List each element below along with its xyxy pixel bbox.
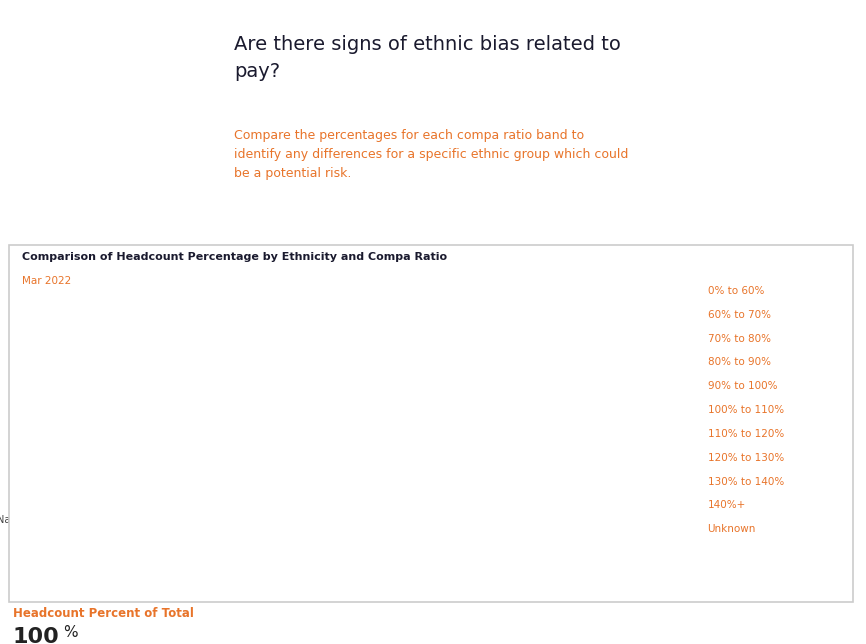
Bar [254,363,259,379]
Text: 100: 100 [13,627,60,644]
Bar [204,451,206,468]
Bar [481,303,618,319]
Bar [219,451,220,468]
Text: Headcount Percent of Total: Headcount Percent of Total [13,607,194,620]
Text: 4.01%: 4.01% [235,395,268,405]
Text: 110% to 120%: 110% to 120% [708,429,784,439]
Bar [223,392,226,408]
Bar [208,422,216,438]
Text: Comparison of Headcount Percentage by Ethnicity and Compa Ratio: Comparison of Headcount Percentage by Et… [22,252,447,263]
Bar [207,363,210,379]
Bar [214,451,219,468]
Text: 80% to 90%: 80% to 90% [708,357,771,368]
Bar [206,481,208,497]
Text: Unknown: Unknown [708,524,756,535]
Text: 60% to 70%: 60% to 70% [708,310,771,320]
Text: 140%+: 140%+ [708,500,746,511]
Text: 3.54%: 3.54% [231,425,265,435]
Bar [206,392,210,408]
Bar [204,363,207,379]
Bar [244,363,248,379]
Bar [308,303,414,319]
Bar [217,303,229,319]
Bar [222,422,223,438]
Text: 7.75%: 7.75% [262,366,294,375]
Text: 0.12%: 0.12% [207,544,240,554]
Text: 0.78%: 0.78% [212,484,245,494]
Bar [238,363,244,379]
Bar [204,303,206,319]
Text: 130% to 140%: 130% to 140% [708,477,784,487]
Text: Are there signs of ethnic bias related to
pay?: Are there signs of ethnic bias related t… [234,35,621,81]
Bar [222,451,225,468]
Bar [227,363,238,379]
Bar [221,422,222,438]
Bar [208,332,209,349]
Bar [206,303,217,319]
Bar [210,363,227,379]
Text: 0.58%: 0.58% [210,514,243,524]
Bar [229,303,236,319]
Bar [205,511,206,527]
Text: 90% to 100%: 90% to 100% [708,381,777,392]
Text: Compare the percentages for each compa ratio band to
identify any differences fo: Compare the percentages for each compa r… [234,129,628,180]
Bar [443,303,455,319]
Bar [236,303,308,319]
Bar [229,392,232,408]
Text: 0% to 60%: 0% to 60% [708,286,764,296]
Bar [414,303,443,319]
Bar [220,451,222,468]
Text: 120% to 130%: 120% to 130% [708,453,784,463]
Bar [210,332,360,349]
Text: %: % [63,625,78,639]
Bar [204,392,206,408]
Bar [210,392,217,408]
Bar [226,392,228,408]
Text: 70% to 80%: 70% to 80% [708,334,771,344]
Text: Mar 2022: Mar 2022 [22,276,71,286]
Bar [216,422,221,438]
Text: 22.0%: 22.0% [363,336,396,346]
Bar [206,332,208,349]
Bar [204,481,206,497]
Text: 3.04%: 3.04% [229,455,262,464]
Bar [455,303,481,319]
Bar [207,451,214,468]
Bar [248,363,254,379]
Bar [217,392,223,408]
Bar [223,422,228,438]
Text: 58.2%: 58.2% [621,306,655,316]
Bar [206,422,208,438]
Bar [204,422,206,438]
Bar [204,511,205,527]
Bar [228,392,229,408]
Text: 100% to 110%: 100% to 110% [708,405,784,415]
